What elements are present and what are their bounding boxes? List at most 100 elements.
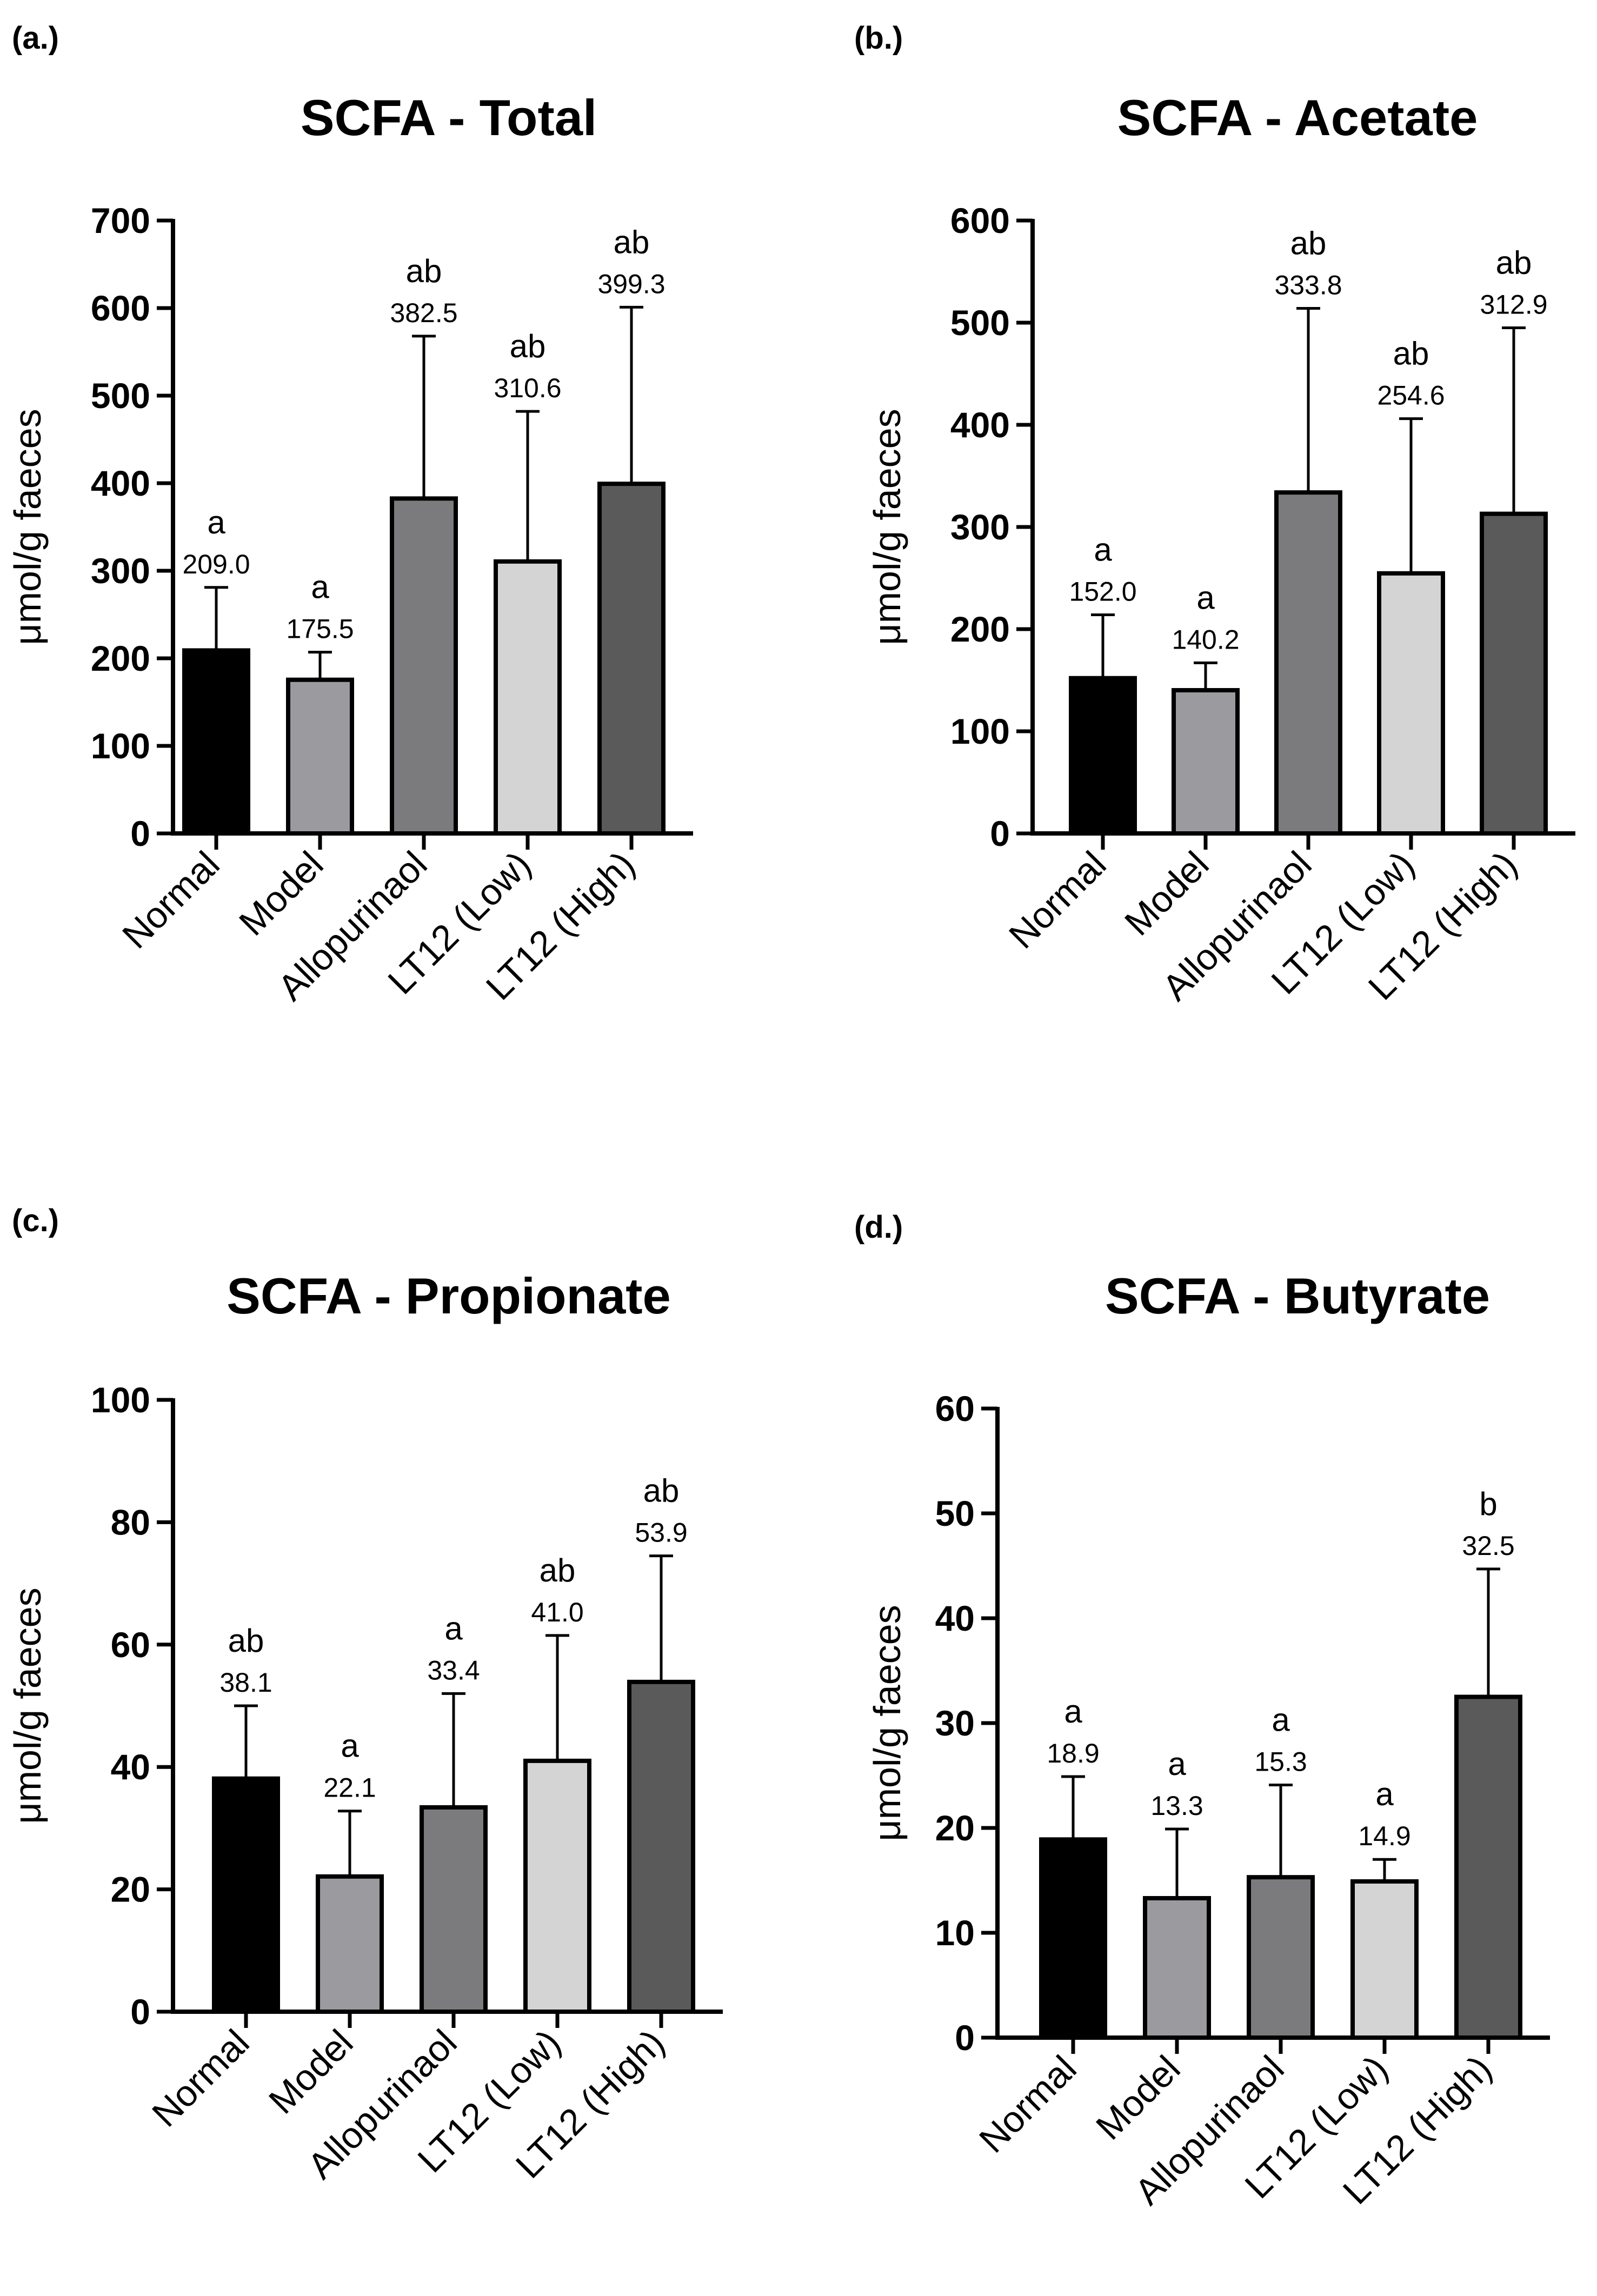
bar	[523, 1758, 591, 2014]
y-tick-label: 100	[91, 1380, 150, 1420]
value-label: 140.2	[1172, 624, 1239, 655]
y-tick-label: 100	[950, 711, 1010, 751]
value-label: 209.0	[182, 549, 250, 579]
bar	[1350, 1879, 1419, 2040]
significance-label: a	[1094, 532, 1112, 568]
y-tick-label: 400	[91, 463, 150, 503]
bar	[420, 1805, 488, 2014]
bar	[286, 677, 354, 836]
bar	[1274, 490, 1342, 836]
y-tick-label: 100	[91, 726, 150, 766]
value-label: 53.9	[635, 1518, 687, 1548]
chart-title: SCFA - Acetate	[1117, 89, 1478, 146]
value-label: 399.3	[597, 269, 665, 299]
x-category-label: Normal	[971, 2048, 1084, 2161]
significance-label: a	[1196, 579, 1215, 616]
significance-label: ab	[1393, 336, 1429, 372]
bar	[1172, 688, 1240, 836]
value-label: 175.5	[286, 614, 354, 644]
panel-label: (d.)	[854, 1210, 903, 1245]
y-tick-label: 600	[91, 288, 150, 328]
bar	[1480, 511, 1548, 836]
x-category-label: Normal	[144, 2022, 257, 2135]
bar	[182, 648, 250, 836]
value-label: 13.3	[1150, 1791, 1203, 1821]
y-tick-label: 300	[950, 507, 1010, 547]
significance-label: a	[1272, 1701, 1290, 1738]
y-tick-label: 700	[91, 201, 150, 241]
bar	[1069, 676, 1137, 836]
value-label: 32.5	[1462, 1531, 1514, 1561]
value-label: 18.9	[1047, 1738, 1099, 1768]
chart-panel-2: (c.) SCFA - Propionate μmol/g faeces 0 20 40 6…	[6, 1203, 723, 2187]
panel-label: (b.)	[854, 21, 903, 56]
value-label: 33.4	[427, 1655, 480, 1685]
bar	[390, 496, 458, 836]
bar	[1039, 1837, 1107, 2040]
value-label: 22.1	[323, 1773, 376, 1803]
x-category-label: Model	[231, 844, 331, 944]
y-tick-label: 200	[91, 638, 150, 678]
significance-label: b	[1479, 1486, 1497, 1522]
bar	[1377, 571, 1445, 836]
x-category-label: Normal	[115, 844, 228, 957]
y-tick-label: 200	[950, 609, 1010, 649]
y-tick-label: 0	[130, 1992, 150, 2032]
y-tick-label: 80	[111, 1502, 150, 1542]
value-label: 312.9	[1480, 289, 1547, 319]
significance-label: ab	[1290, 225, 1327, 262]
y-tick-label: 10	[935, 1913, 975, 1953]
value-label: 310.6	[494, 373, 561, 403]
chart-title: SCFA - Total	[301, 89, 597, 146]
y-tick-label: 20	[935, 1808, 975, 1848]
significance-label: a	[207, 504, 225, 540]
bar	[212, 1776, 280, 2014]
y-tick-label: 0	[130, 813, 150, 853]
y-tick-label: 60	[935, 1389, 975, 1429]
bar	[1143, 1895, 1211, 2040]
bar	[316, 1874, 384, 2014]
y-axis-label: μmol/g faeces	[866, 1605, 908, 1841]
x-category-label: Normal	[1001, 844, 1114, 957]
y-axis-label: μmol/g faeces	[6, 409, 49, 645]
bar	[1454, 1694, 1522, 2040]
x-category-label: Model	[261, 2022, 361, 2122]
bar	[1247, 1875, 1315, 2040]
chart-panel-1: (b.) SCFA - Acetate μmol/g faeces 0 100 200 30…	[854, 21, 1575, 1009]
y-axis-label: μmol/g faeces	[866, 409, 908, 645]
significance-label: ab	[614, 224, 650, 260]
significance-label: a	[1375, 1776, 1394, 1812]
significance-label: ab	[540, 1552, 576, 1588]
y-tick-label: 500	[91, 376, 150, 416]
significance-label: a	[1064, 1693, 1082, 1730]
y-tick-label: 50	[935, 1493, 975, 1533]
value-label: 14.9	[1358, 1821, 1410, 1851]
y-tick-label: 0	[990, 813, 1010, 853]
significance-label: a	[444, 1610, 463, 1646]
x-category-label: Model	[1088, 2048, 1188, 2148]
chart-title: SCFA - Propionate	[227, 1267, 671, 1324]
significance-label: ab	[643, 1473, 680, 1509]
significance-label: ab	[228, 1623, 264, 1659]
bar	[494, 559, 562, 836]
significance-label: a	[1168, 1746, 1186, 1782]
bar	[597, 482, 666, 836]
value-label: 152.0	[1069, 577, 1136, 607]
y-tick-label: 600	[950, 201, 1010, 241]
chart-panel-0: (a.) SCFA - Total μmol/g faeces 0 100 200 300 4…	[6, 21, 693, 1009]
value-label: 15.3	[1254, 1746, 1307, 1777]
panel-label: (c.)	[12, 1203, 59, 1238]
bar	[627, 1679, 695, 2014]
significance-label: a	[311, 569, 329, 605]
y-tick-label: 40	[111, 1747, 150, 1787]
significance-label: a	[341, 1728, 359, 1764]
y-tick-label: 40	[935, 1598, 975, 1638]
value-label: 38.1	[219, 1667, 272, 1698]
y-tick-label: 30	[935, 1703, 975, 1743]
y-tick-label: 500	[950, 303, 1010, 343]
value-label: 254.6	[1377, 381, 1445, 411]
panel-label: (a.)	[12, 21, 59, 56]
y-tick-label: 0	[955, 2018, 975, 2058]
y-tick-label: 300	[91, 551, 150, 591]
